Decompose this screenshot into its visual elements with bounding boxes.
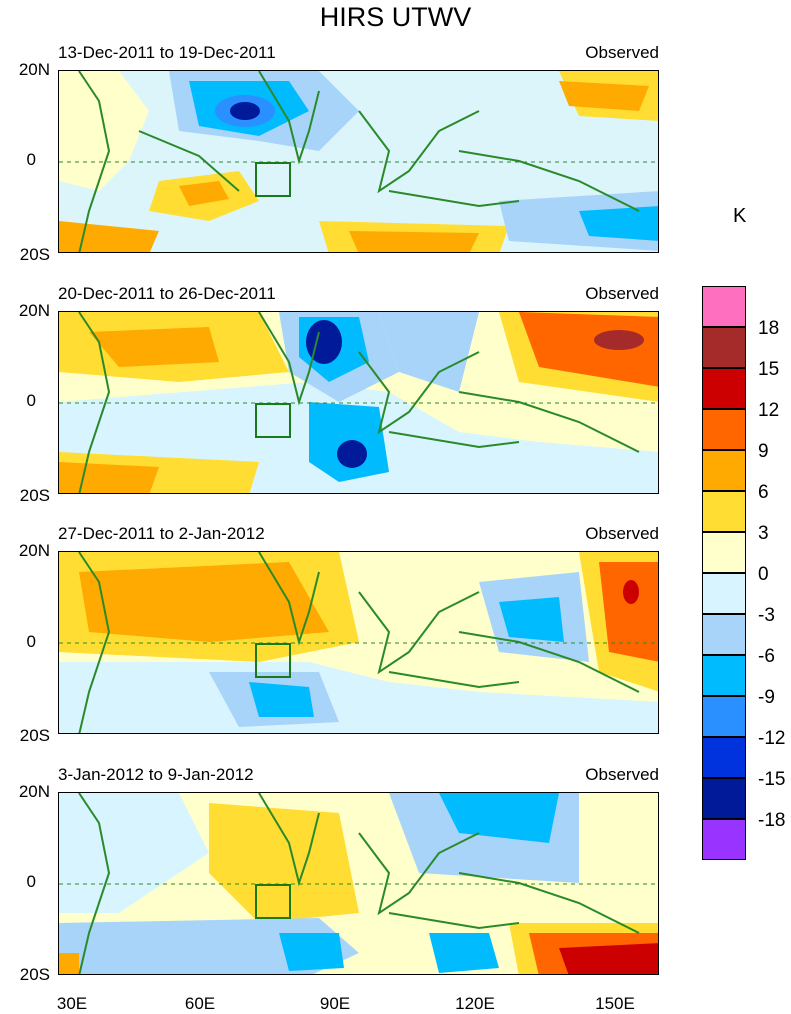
lat-label-0-1: 0 — [26, 150, 36, 169]
panel-4-map — [58, 792, 659, 975]
lat-label-20s-3: 20S — [19, 726, 50, 745]
panel-1-date-range: 13-Dec-2011 to 19-Dec-2011 — [58, 43, 276, 62]
panel-2-date-range: 20-Dec-2011 to 26-Dec-2011 — [58, 284, 276, 303]
colorbar-label-12: 12 — [758, 400, 780, 421]
figure-title: HIRS UTWV — [319, 2, 472, 32]
colorbar-label-neg9: -9 — [758, 687, 775, 708]
panel-2-map — [58, 311, 659, 494]
panel-4-contour-field — [59, 793, 658, 974]
lon-label-120e: 120E — [455, 994, 495, 1013]
colorbar-box-12 — [702, 737, 746, 778]
panel-3-observed-tag: Observed — [585, 524, 659, 543]
lat-label-20n-1: 20N — [18, 60, 50, 79]
colorbar-units: K — [733, 205, 747, 227]
colorbar-label-18: 18 — [758, 318, 780, 339]
colorbar-label-neg12: -12 — [758, 728, 786, 749]
colorbar-box-3 — [702, 368, 746, 409]
colorbar-box-14 — [702, 819, 746, 860]
colorbar-box-5 — [702, 450, 746, 491]
lon-label-90e: 90E — [319, 994, 351, 1013]
panel-3-contour-field — [59, 552, 658, 733]
colorbar-box-1 — [702, 286, 746, 327]
map-panel-1: 13-Dec-2011 to 19-Dec-2011 Observed — [58, 43, 659, 253]
colorbar-label-neg15: -15 — [758, 769, 786, 790]
panel-4-observed-tag: Observed — [585, 765, 659, 784]
panel-2-observed-tag: Observed — [585, 284, 659, 303]
lon-label-30e: 30E — [56, 994, 88, 1013]
lon-label-60e: 60E — [184, 994, 216, 1013]
lat-label-0-2: 0 — [26, 391, 36, 410]
lon-label-150e: 150E — [595, 994, 635, 1013]
panel-1-map — [58, 70, 659, 253]
colorbar-box-10 — [702, 655, 746, 696]
panel-1-contour-field — [59, 71, 658, 252]
lat-label-20n-3: 20N — [18, 541, 50, 560]
lat-label-20n-2: 20N — [18, 301, 50, 320]
lat-label-20n-4: 20N — [18, 782, 50, 801]
colorbar-box-9 — [702, 614, 746, 655]
colorbar-label-neg18: -18 — [758, 810, 786, 831]
colorbar-box-4 — [702, 409, 746, 450]
map-panel-3: 27-Dec-2011 to 2-Jan-2012 Observed — [58, 524, 659, 734]
colorbar-label-6: 6 — [758, 482, 769, 503]
colorbar-label-3: 3 — [758, 523, 769, 544]
panel-4-date-range: 3-Jan-2012 to 9-Jan-2012 — [58, 765, 254, 784]
map-panel-4: 3-Jan-2012 to 9-Jan-2012 Observed — [58, 765, 659, 975]
lat-label-20s-4: 20S — [19, 965, 50, 984]
colorbar-label-neg6: -6 — [758, 646, 775, 667]
panel-3-map — [58, 551, 659, 734]
colorbar-box-7 — [702, 532, 746, 573]
map-panel-2: 20-Dec-2011 to 26-Dec-2011 Observed — [58, 284, 659, 494]
lat-label-20s-2: 20S — [19, 486, 50, 505]
panel-1-observed-tag: Observed — [585, 43, 659, 62]
colorbar-label-0: 0 — [758, 564, 769, 585]
colorbar-box-6 — [702, 491, 746, 532]
colorbar-label-neg3: -3 — [758, 605, 775, 626]
colorbar-box-8 — [702, 573, 746, 614]
colorbar-box-2 — [702, 327, 746, 368]
lat-label-20s-1: 20S — [19, 245, 50, 264]
panel-3-date-range: 27-Dec-2011 to 2-Jan-2012 — [58, 524, 265, 543]
colorbar-label-9: 9 — [758, 441, 769, 462]
colorbar-box-11 — [702, 696, 746, 737]
colorbar-label-15: 15 — [758, 359, 780, 380]
panel-2-contour-field — [59, 312, 658, 493]
lat-label-0-3: 0 — [26, 632, 36, 651]
lat-label-0-4: 0 — [26, 872, 36, 891]
colorbar-box-13 — [702, 778, 746, 819]
